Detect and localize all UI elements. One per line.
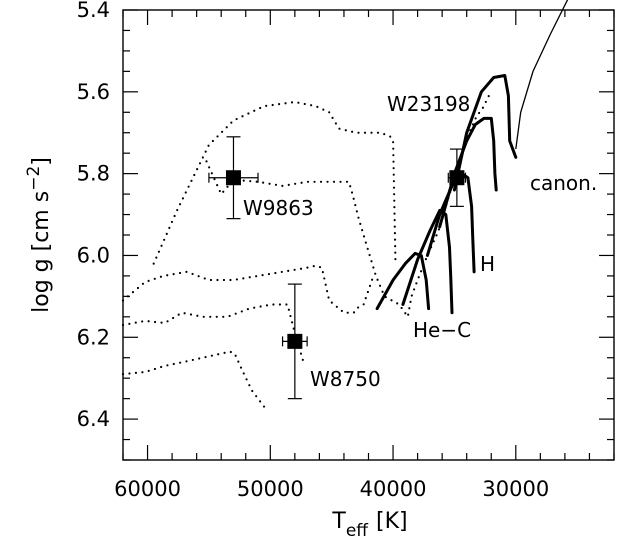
track-thick-5 [375,251,431,311]
label-w8750: W8750 [310,367,381,391]
x-tick-label: 30000 [482,477,549,501]
track-dotted-10 [121,350,266,408]
star-w9863 [208,136,259,220]
x-tick-label: 60000 [114,477,181,501]
x-axis-label-sub: eff [346,521,369,538]
y-tick-label: 5.6 [77,80,110,104]
x-axis-label: Teff [K] [331,509,407,538]
label-w9863: W9863 [243,196,314,220]
plot-frame [122,9,615,461]
star-w23198 [447,148,467,207]
star-marker [225,170,241,186]
chart-tracks [121,0,569,408]
y-tick-label: 6.0 [77,243,110,267]
chart-stars [208,136,467,400]
star-marker [449,170,465,186]
track-dotted-7 [205,94,490,320]
label-w23198: W23198 [387,92,470,116]
star-w8750 [281,283,308,400]
track-dotted-9 [121,303,305,363]
y-tick-label: 6.2 [77,325,110,349]
y-axis-label-close: ] [29,157,54,166]
track-thick-2 [438,116,498,229]
x-tick-label: 50000 [237,477,304,501]
label-canon: canon. [530,171,597,195]
track-thick-1 [452,74,518,192]
y-axis-label-sup: −2 [24,166,44,191]
x-tick-label: 40000 [360,477,427,501]
axis-ticks [122,9,615,461]
label-h: H [480,252,495,276]
x-axis-label-unit: [K] [376,509,408,534]
track-thick-3 [425,172,476,274]
y-axis-label: log g [cm s−2] [24,157,54,313]
tick-labels: 60000 50000 40000 30000 5.4 5.6 5.8 6.0 6.2 6.4 [77,0,550,501]
track-thin-0 [515,0,569,150]
y-tick-label: 5.4 [77,0,110,22]
y-axis-label-main: log g [cm s [29,191,54,313]
label-he-c: He−C [413,318,471,342]
x-axis-label-main: T [331,509,346,534]
y-tick-label: 5.8 [77,162,110,186]
y-tick-label: 6.4 [77,407,110,431]
track-dotted-6 [152,100,397,265]
star-marker [287,333,303,349]
track-dotted-8 [121,264,375,314]
